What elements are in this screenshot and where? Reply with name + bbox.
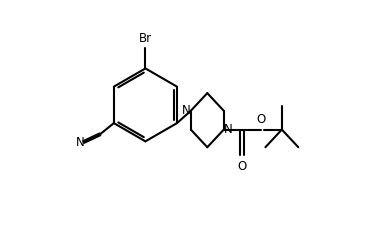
Text: Br: Br bbox=[139, 32, 152, 45]
Text: O: O bbox=[256, 113, 265, 126]
Text: N: N bbox=[223, 123, 232, 136]
Text: N: N bbox=[75, 136, 84, 149]
Text: N: N bbox=[182, 104, 191, 117]
Text: O: O bbox=[237, 160, 247, 173]
